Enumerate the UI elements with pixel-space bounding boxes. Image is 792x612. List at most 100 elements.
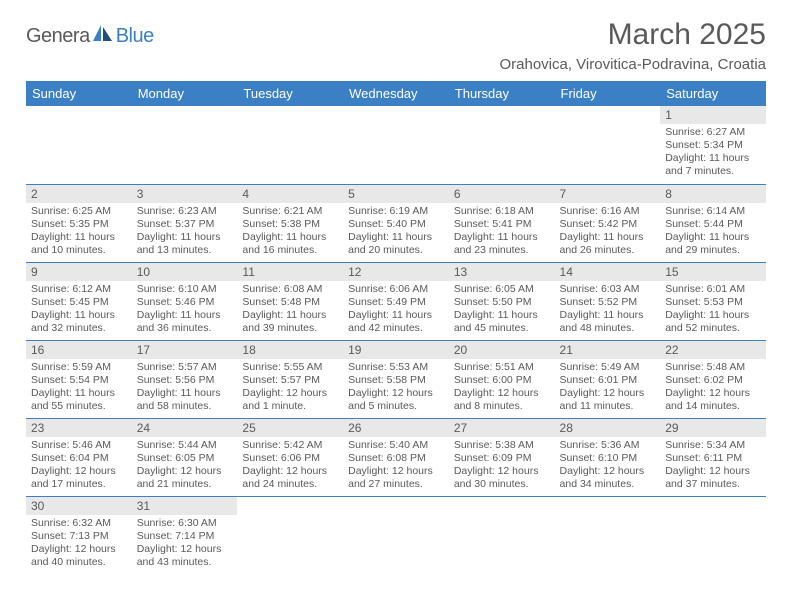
calendar-day: 5Sunrise: 6:19 AMSunset: 5:40 PMDaylight… (343, 184, 449, 262)
day-data: Sunrise: 6:18 AMSunset: 5:41 PMDaylight:… (449, 203, 555, 262)
month-title: March 2025 (499, 18, 766, 52)
sunrise-text: Sunrise: 6:30 AM (137, 517, 233, 530)
weekday-header: Tuesday (237, 81, 343, 106)
day-number: 5 (343, 185, 449, 203)
sunset-text: Sunset: 5:35 PM (31, 218, 127, 231)
sunrise-text: Sunrise: 5:51 AM (454, 361, 550, 374)
day-data: Sunrise: 5:57 AMSunset: 5:56 PMDaylight:… (132, 359, 238, 418)
calendar-day: 24Sunrise: 5:44 AMSunset: 6:05 PMDayligh… (132, 418, 238, 496)
sunset-text: Sunset: 6:04 PM (31, 452, 127, 465)
calendar-day-empty: . (660, 496, 766, 574)
calendar-day-empty: . (449, 106, 555, 184)
day-number: 17 (132, 341, 238, 359)
day-number: 11 (237, 263, 343, 281)
weekday-header: Monday (132, 81, 238, 106)
calendar-day: 14Sunrise: 6:03 AMSunset: 5:52 PMDayligh… (555, 262, 661, 340)
calendar-table: SundayMondayTuesdayWednesdayThursdayFrid… (26, 81, 766, 574)
daylight-text: Daylight: 12 hours and 8 minutes. (454, 387, 550, 413)
sunrise-text: Sunrise: 6:01 AM (665, 283, 761, 296)
day-data: Sunrise: 5:34 AMSunset: 6:11 PMDaylight:… (660, 437, 766, 496)
calendar-row: ......1Sunrise: 6:27 AMSunset: 5:34 PMDa… (26, 106, 766, 184)
daylight-text: Daylight: 11 hours and 26 minutes. (560, 231, 656, 257)
day-number: 14 (555, 263, 661, 281)
header: Genera Blue March 2025 Orahovica, Virovi… (26, 18, 766, 73)
day-data: Sunrise: 6:19 AMSunset: 5:40 PMDaylight:… (343, 203, 449, 262)
calendar-body: ......1Sunrise: 6:27 AMSunset: 5:34 PMDa… (26, 106, 766, 574)
calendar-day: 15Sunrise: 6:01 AMSunset: 5:53 PMDayligh… (660, 262, 766, 340)
calendar-day-empty: . (132, 106, 238, 184)
sunset-text: Sunset: 5:37 PM (137, 218, 233, 231)
daylight-text: Daylight: 12 hours and 17 minutes. (31, 465, 127, 491)
sunset-text: Sunset: 5:38 PM (242, 218, 338, 231)
title-block: March 2025 Orahovica, Virovitica-Podravi… (499, 18, 766, 73)
sunrise-text: Sunrise: 6:05 AM (454, 283, 550, 296)
logo-text-2: Blue (116, 25, 154, 48)
calendar-row: 16Sunrise: 5:59 AMSunset: 5:54 PMDayligh… (26, 340, 766, 418)
day-data: Sunrise: 5:42 AMSunset: 6:06 PMDaylight:… (237, 437, 343, 496)
day-number: 7 (555, 185, 661, 203)
day-number: 3 (132, 185, 238, 203)
sunset-text: Sunset: 7:14 PM (137, 530, 233, 543)
sunrise-text: Sunrise: 5:38 AM (454, 439, 550, 452)
calendar-day: 22Sunrise: 5:48 AMSunset: 6:02 PMDayligh… (660, 340, 766, 418)
day-number: 4 (237, 185, 343, 203)
daylight-text: Daylight: 12 hours and 5 minutes. (348, 387, 444, 413)
sunrise-text: Sunrise: 6:10 AM (137, 283, 233, 296)
calendar-day-empty: . (343, 106, 449, 184)
day-number: 19 (343, 341, 449, 359)
calendar-day: 27Sunrise: 5:38 AMSunset: 6:09 PMDayligh… (449, 418, 555, 496)
calendar-day-empty: . (555, 106, 661, 184)
sunset-text: Sunset: 5:57 PM (242, 374, 338, 387)
day-number: 1 (660, 106, 766, 124)
day-number: 9 (26, 263, 132, 281)
day-data: Sunrise: 5:55 AMSunset: 5:57 PMDaylight:… (237, 359, 343, 418)
daylight-text: Daylight: 12 hours and 40 minutes. (31, 543, 127, 569)
calendar-day: 8Sunrise: 6:14 AMSunset: 5:44 PMDaylight… (660, 184, 766, 262)
daylight-text: Daylight: 11 hours and 7 minutes. (665, 152, 761, 178)
sunset-text: Sunset: 6:00 PM (454, 374, 550, 387)
calendar-day: 30Sunrise: 6:32 AMSunset: 7:13 PMDayligh… (26, 496, 132, 574)
day-data: Sunrise: 6:16 AMSunset: 5:42 PMDaylight:… (555, 203, 661, 262)
daylight-text: Daylight: 11 hours and 48 minutes. (560, 309, 656, 335)
sunset-text: Sunset: 6:09 PM (454, 452, 550, 465)
weekday-header: Thursday (449, 81, 555, 106)
day-number: 25 (237, 419, 343, 437)
daylight-text: Daylight: 11 hours and 10 minutes. (31, 231, 127, 257)
sunrise-text: Sunrise: 5:57 AM (137, 361, 233, 374)
sunrise-text: Sunrise: 5:42 AM (242, 439, 338, 452)
daylight-text: Daylight: 11 hours and 23 minutes. (454, 231, 550, 257)
sunrise-text: Sunrise: 6:08 AM (242, 283, 338, 296)
sunset-text: Sunset: 5:42 PM (560, 218, 656, 231)
day-number: 23 (26, 419, 132, 437)
daylight-text: Daylight: 12 hours and 21 minutes. (137, 465, 233, 491)
sunrise-text: Sunrise: 5:46 AM (31, 439, 127, 452)
day-number: 16 (26, 341, 132, 359)
day-data: Sunrise: 5:59 AMSunset: 5:54 PMDaylight:… (26, 359, 132, 418)
calendar-row: 23Sunrise: 5:46 AMSunset: 6:04 PMDayligh… (26, 418, 766, 496)
day-data: Sunrise: 6:10 AMSunset: 5:46 PMDaylight:… (132, 281, 238, 340)
day-data: Sunrise: 6:05 AMSunset: 5:50 PMDaylight:… (449, 281, 555, 340)
sunset-text: Sunset: 5:41 PM (454, 218, 550, 231)
daylight-text: Daylight: 11 hours and 13 minutes. (137, 231, 233, 257)
sunrise-text: Sunrise: 6:19 AM (348, 205, 444, 218)
daylight-text: Daylight: 11 hours and 20 minutes. (348, 231, 444, 257)
daylight-text: Daylight: 11 hours and 52 minutes. (665, 309, 761, 335)
calendar-day: 19Sunrise: 5:53 AMSunset: 5:58 PMDayligh… (343, 340, 449, 418)
calendar-day-empty: . (237, 496, 343, 574)
sunrise-text: Sunrise: 5:44 AM (137, 439, 233, 452)
sunrise-text: Sunrise: 5:55 AM (242, 361, 338, 374)
day-number: 10 (132, 263, 238, 281)
sunrise-text: Sunrise: 6:18 AM (454, 205, 550, 218)
daylight-text: Daylight: 12 hours and 27 minutes. (348, 465, 444, 491)
calendar-day: 11Sunrise: 6:08 AMSunset: 5:48 PMDayligh… (237, 262, 343, 340)
sunset-text: Sunset: 6:08 PM (348, 452, 444, 465)
location: Orahovica, Virovitica-Podravina, Croatia (499, 56, 766, 73)
daylight-text: Daylight: 11 hours and 42 minutes. (348, 309, 444, 335)
calendar-day: 18Sunrise: 5:55 AMSunset: 5:57 PMDayligh… (237, 340, 343, 418)
sunset-text: Sunset: 5:53 PM (665, 296, 761, 309)
daylight-text: Daylight: 11 hours and 29 minutes. (665, 231, 761, 257)
day-number: 12 (343, 263, 449, 281)
calendar-day: 13Sunrise: 6:05 AMSunset: 5:50 PMDayligh… (449, 262, 555, 340)
day-data: Sunrise: 5:46 AMSunset: 6:04 PMDaylight:… (26, 437, 132, 496)
sunrise-text: Sunrise: 5:36 AM (560, 439, 656, 452)
